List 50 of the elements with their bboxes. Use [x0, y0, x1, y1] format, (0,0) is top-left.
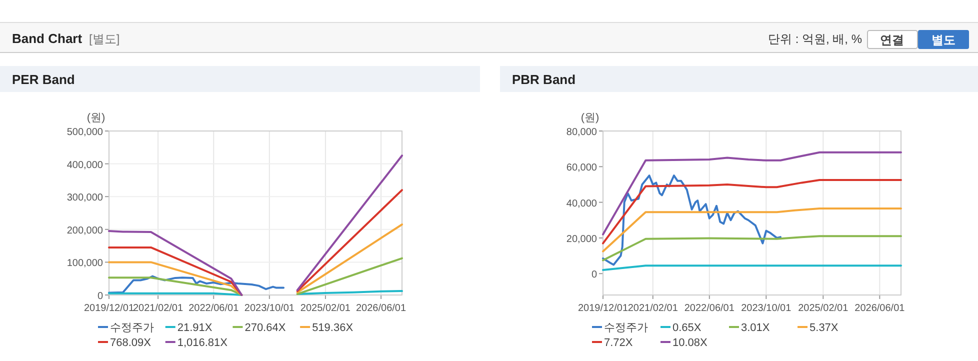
x-tick-label: 2019/12/01 — [578, 303, 628, 314]
text: Band Chart — [12, 31, 83, 46]
legend-label: 270.64X — [244, 322, 286, 334]
y-tick-label: 200,000 — [66, 225, 104, 236]
line-series — [108, 275, 285, 294]
chart-title: PBR Band — [512, 72, 576, 87]
x-tick-label: 2023/10/01 — [741, 303, 792, 314]
x-tick-label: 2022/06/01 — [684, 303, 735, 314]
x-tick-label: 2021/02/01 — [133, 303, 184, 314]
legend-label: 수정주가 — [110, 322, 154, 334]
x-tick-label: 2023/10/01 — [244, 303, 295, 314]
y-axis-title: (원) — [580, 112, 600, 124]
text: [별도] — [89, 32, 120, 46]
legend-label: 768.09X — [110, 337, 152, 349]
legend-label: 0.65X — [672, 322, 702, 334]
legend-label: 21.91X — [177, 322, 213, 334]
button-consolidated: 연결 — [867, 30, 918, 49]
line-series — [602, 235, 902, 262]
legend-label: 7.72X — [604, 337, 634, 349]
line-series — [602, 208, 902, 252]
chart-title: PER Band — [12, 72, 75, 87]
legend-label: 5.37X — [810, 322, 839, 334]
legend-label: 519.36X — [312, 322, 354, 334]
text: 단위 : 억원, 배, % — [768, 32, 862, 46]
x-tick-label: 2025/02/01 — [300, 303, 351, 314]
y-tick-label: 0 — [97, 291, 104, 302]
y-tick-label: 40,000 — [566, 198, 598, 210]
y-tick-label: 300,000 — [66, 192, 104, 204]
legend-label: 수정주가 — [604, 322, 648, 334]
legend-label: 10.08X — [672, 337, 708, 349]
x-tick-label: 2025/02/01 — [798, 303, 849, 314]
y-tick-label: 500,000 — [66, 127, 104, 138]
line-series — [602, 179, 902, 244]
x-tick-label: 2019/12/01 — [84, 303, 134, 314]
y-axis-title: (원) — [86, 112, 106, 124]
line-series — [602, 174, 782, 266]
x-tick-label: 2021/02/01 — [628, 303, 678, 314]
y-tick-label: 400,000 — [66, 160, 104, 171]
x-tick-label: 2026/06/01 — [356, 303, 406, 314]
legend-label: 1,016.81X — [177, 337, 228, 349]
y-tick-label: 80,000 — [566, 127, 598, 138]
line-series — [602, 151, 902, 236]
y-tick-label: 100,000 — [66, 258, 104, 270]
legend-label: 3.01X — [741, 322, 770, 334]
y-tick-label: 60,000 — [566, 162, 598, 174]
x-tick-label: 2026/06/01 — [854, 303, 906, 314]
y-tick-label: 20,000 — [566, 234, 598, 245]
button-separate: 별도 — [918, 30, 969, 49]
x-tick-label: 2022/06/01 — [188, 303, 240, 314]
y-tick-label: 0 — [591, 270, 598, 281]
